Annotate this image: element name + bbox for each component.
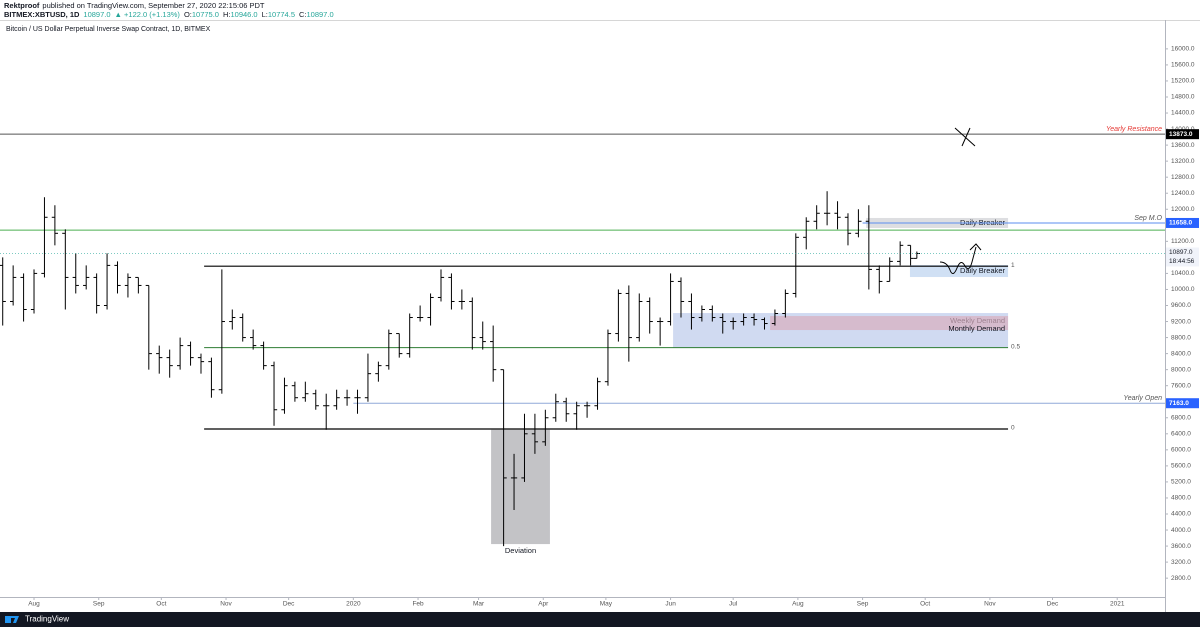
footer-brand: TradingView [25,615,69,624]
y-tick-label: 6800.0 [1171,414,1191,421]
x-tick-label: Apr [538,601,549,608]
y-tick-label: 6400.0 [1171,431,1191,438]
y-tick-label: 4400.0 [1171,511,1191,518]
y-tick-label: 2800.0 [1171,575,1191,582]
change: ▲ +122.0 (+1.13%) [115,10,181,19]
ohlc-key: L: [262,10,268,19]
last-price-tag [1166,247,1199,267]
x-tick-label: Dec [283,601,295,608]
zone-label: Deviation [505,546,536,555]
x-tick-label: Aug [792,601,804,608]
x-tick-label: Sep [93,601,105,608]
price: 10897.0 [83,10,110,19]
level-label: Sep M.O [1134,215,1162,222]
y-tick-label: 16000.0 [1171,46,1195,53]
x-tick-label: 2020 [346,601,361,608]
y-tick-label: 13200.0 [1171,158,1195,165]
y-tick-label: 12800.0 [1171,174,1195,181]
ohlc-value: 10775.0 [192,10,219,19]
y-tick-label: 4800.0 [1171,495,1191,502]
x-tick-label: Oct [156,601,166,608]
x-tick-label: Sep [857,601,869,608]
level-label: 0.5 [1011,343,1020,350]
ohlc-key: C: [299,10,307,19]
y-tick-label: 14400.0 [1171,110,1195,117]
y-tick-label: 11200.0 [1171,238,1194,245]
countdown: 18:44:56 [1169,258,1195,265]
y-tick-label: 9600.0 [1171,302,1191,309]
level-label: 0 [1011,425,1015,432]
x-tick-label: Aug [28,601,40,608]
chart-title: Bitcoin / US Dollar Perpetual Inverse Sw… [6,26,211,33]
x-tick-label: Mar [473,601,485,608]
y-tick-label: 10400.0 [1171,270,1195,277]
x-tick-label: Nov [220,601,232,608]
x-tick-label: Feb [412,601,424,608]
y-tick-label: 12000.0 [1171,206,1195,213]
header-line-1: Rektproof published on TradingView.com, S… [4,1,265,10]
zone-label: Daily Breaker [960,266,1006,275]
ohlc-value: 10774.5 [268,10,295,19]
ohlc-value: 10897.0 [307,10,334,19]
price-tag-label: 11658.0 [1169,220,1193,227]
y-tick-label: 10000.0 [1171,286,1195,293]
price-tag [1166,217,1199,228]
x-tick-label: 2021 [1110,601,1125,608]
y-tick-label: 14800.0 [1171,94,1195,101]
y-tick-label: 15200.0 [1171,78,1195,85]
price-tag [1166,129,1199,140]
y-tick-label: 3200.0 [1171,559,1191,566]
zone-label: Daily Breaker [960,218,1006,227]
drawing-x [954,127,976,147]
level-label: Yearly Open [1123,395,1162,402]
x-tick-label: Oct [920,601,930,608]
level-label: Yearly Resistance [1106,126,1162,133]
zone [770,316,1009,331]
ohlc-value: 10946.0 [230,10,257,19]
y-tick-label: 6000.0 [1171,447,1191,454]
x-tick-label: Nov [984,601,996,608]
y-tick-label: 9200.0 [1171,318,1191,325]
y-tick-label: 5600.0 [1171,463,1191,470]
ohlc-key: H: [223,10,231,19]
price-tag-label: 7163.0 [1169,400,1189,407]
drawing-arrow [969,243,982,251]
x-tick-label: Jul [729,601,738,608]
zone [491,429,550,545]
y-tick-label: 3600.0 [1171,543,1191,550]
y-tick-label: 5200.0 [1171,479,1191,486]
footer-bar [0,612,1200,627]
y-tick-label: 13600.0 [1171,142,1195,149]
price-tag-label: 13873.0 [1169,131,1193,138]
y-tick-label: 4000.0 [1171,527,1191,534]
x-tick-label: Jun [665,601,676,608]
published: published on TradingView.com, September … [42,1,265,10]
x-tick-label: May [600,601,613,608]
zone [909,264,1009,278]
last-price-label: 10897.0 [1169,249,1193,256]
header-line-2: BITMEX:XBTUSD, 1D 10897.0 ▲ +122.0 (+1.13%… [4,10,334,19]
price-tag [1166,398,1199,409]
y-tick-label: 8800.0 [1171,334,1191,341]
y-tick-label: 15600.0 [1171,62,1195,69]
y-tick-label: 8000.0 [1171,366,1191,373]
ohlc-key: O: [184,10,192,19]
logo [5,616,19,623]
level-label: 1 [1011,262,1015,269]
y-tick-label: 8400.0 [1171,350,1191,357]
zone-label: Monthly Demand [948,324,1005,333]
y-tick-label: 7600.0 [1171,382,1191,389]
drawing-path [939,246,977,274]
author: Rektproof [4,1,40,10]
y-tick-label: 12400.0 [1171,190,1195,197]
x-tick-label: Dec [1047,601,1059,608]
symbol: BITMEX:XBTUSD, 1D [4,10,80,19]
